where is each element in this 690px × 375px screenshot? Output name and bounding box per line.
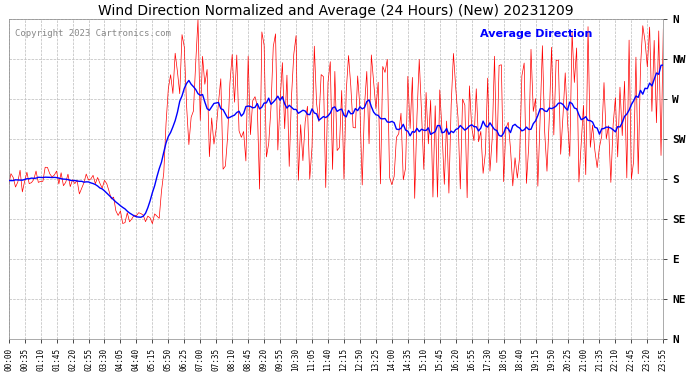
Title: Wind Direction Normalized and Average (24 Hours) (New) 20231209: Wind Direction Normalized and Average (2… — [98, 4, 574, 18]
Text: Copyright 2023 Cartronics.com: Copyright 2023 Cartronics.com — [15, 29, 171, 38]
Text: Average Direction: Average Direction — [480, 29, 593, 39]
